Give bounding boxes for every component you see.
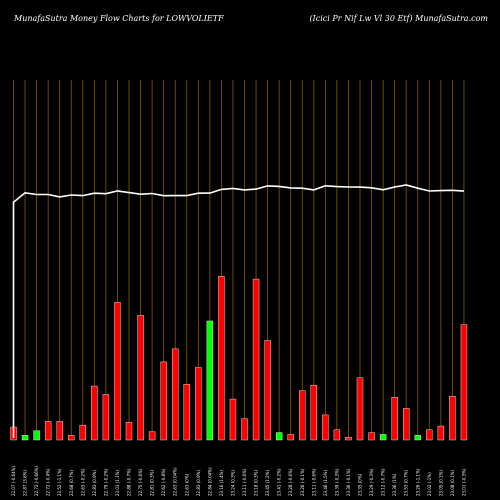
x-tick-label: 23.16 (1.4%) <box>219 470 224 496</box>
money-flow-bars <box>10 276 468 441</box>
x-tick-label: 23.28 (-0.6%) <box>288 468 293 496</box>
x-tick-label: 23.26 (-0.1%) <box>300 468 305 496</box>
money-flow-bar <box>195 367 202 441</box>
money-flow-bar <box>345 437 352 441</box>
x-tick-label: 23.08 (0.1%) <box>450 470 455 496</box>
x-tick-label: 22.75 (-0.6%) <box>138 468 143 496</box>
gridlines <box>13 80 465 440</box>
x-axis-labels: 22.07 (-0.64%) 22.87 (3.6%) 22.72 (-0.66%)… <box>11 466 466 496</box>
x-tick-label: 22.84 (0.04%) <box>207 467 212 496</box>
money-flow-bar <box>102 394 110 441</box>
x-tick-label: 22.79 (-0.2%) <box>103 468 108 496</box>
money-flow-bar <box>403 408 410 441</box>
money-flow-bar <box>56 421 63 441</box>
money-flow-bar <box>125 422 133 441</box>
money-flow-bar <box>379 434 387 441</box>
x-tick-label: 22.63 (-0.2%) <box>80 468 85 496</box>
money-flow-bar <box>391 397 398 441</box>
x-tick-label: 23.18 (0.3%) <box>254 470 259 496</box>
x-tick-label: 23.36 (1%) <box>392 473 397 496</box>
money-flow-bar <box>21 435 29 441</box>
x-tick-label: 23.03 (1.1%) <box>115 470 120 496</box>
x-tick-label: 22.81 (0.3%) <box>150 470 155 496</box>
money-flow-bar <box>160 361 167 441</box>
x-tick-label: 23.02 (-1%) <box>427 472 432 496</box>
money-flow-bar <box>206 320 214 441</box>
money-flow-bar <box>171 348 179 441</box>
x-tick-label: 23.05 (0.1%) <box>438 470 443 496</box>
money-flow-bar <box>68 435 75 441</box>
money-flow-bar <box>44 421 52 441</box>
money-flow-bar <box>287 434 294 441</box>
x-tick-label: 22.72 (-0.66%) <box>34 466 39 496</box>
money-flow-bar <box>426 429 433 441</box>
money-flow-bar <box>229 398 237 441</box>
x-tick-label: 23.41 (-0.2%) <box>277 468 282 496</box>
x-tick-label: 23.24 (0.3%) <box>230 470 235 496</box>
x-tick-label: 22.68 (0.7%) <box>69 470 74 496</box>
money-flow-bar <box>137 315 144 441</box>
money-flow-bar <box>241 418 248 441</box>
chart-subtitle: (Icici Pr Nif Lw Vl 30 Etf) MunafaSutra.… <box>309 14 488 23</box>
money-flow-bar <box>91 385 98 441</box>
x-tick-label: 23.26 (-1.1%) <box>415 468 420 496</box>
money-flow-bar <box>356 377 364 441</box>
x-tick-label: 22.63 (0%) <box>184 473 189 496</box>
x-tick-label: 23.01 (-0.3%) <box>461 468 466 496</box>
money-flow-bar <box>79 424 87 441</box>
x-tick-label: 22.72 (-0.4%) <box>46 468 51 496</box>
x-tick-label: 22.88 (-0.7%) <box>127 468 132 496</box>
money-flow-bar <box>264 340 271 441</box>
x-tick-label: 23.29 (-0.3%) <box>369 468 374 496</box>
money-flow-bar <box>114 302 121 441</box>
x-tick-label: 23.53 (0.7%) <box>404 470 409 496</box>
money-flow-bar <box>183 384 190 441</box>
chart-title: MunafaSutra Money Flow Charts for LOWVOL… <box>14 14 224 23</box>
x-tick-label: 23.39 (-0.3%) <box>334 468 339 496</box>
x-tick-label: 23.11 (-0.6%) <box>311 468 316 496</box>
x-tick-label: 23.36 (-0.1%) <box>346 468 351 496</box>
money-flow-bar <box>275 432 283 441</box>
price-line <box>12 184 465 438</box>
x-tick-label: 23.11 (-0.6%) <box>242 468 247 496</box>
money-flow-bar <box>460 324 468 441</box>
x-tick-label: 23.45 (1.2%) <box>265 470 270 496</box>
x-tick-label: 23.12 (-0.7%) <box>381 468 386 496</box>
money-flow-bar <box>437 425 445 441</box>
money-flow-bar <box>414 435 421 441</box>
money-flow-bar <box>322 414 329 441</box>
x-tick-label: 22.07 (-0.64%) <box>11 466 16 496</box>
x-tick-label: 22.83 (0.9%) <box>196 470 201 496</box>
x-tick-label: 22.52 (-1.1%) <box>57 468 62 496</box>
money-flow-bar <box>252 278 260 441</box>
x-tick-label: 22.83 (0.9%) <box>92 470 97 496</box>
money-flow-bar <box>218 276 225 441</box>
x-tick-label: 22.62 (-0.8%) <box>161 468 166 496</box>
money-flow-bar <box>148 431 156 441</box>
money-flow-bar <box>310 384 317 441</box>
money-flow-bar <box>33 430 40 441</box>
x-tick-label: 23.46 (1.5%) <box>323 470 328 496</box>
x-tick-label: 22.87 (3.6%) <box>23 470 28 496</box>
money-flow-bar <box>449 396 456 441</box>
money-flow-bar <box>333 429 341 441</box>
x-tick-label: 22.63 (0.04%) <box>173 467 178 496</box>
money-flow-bar <box>299 390 306 441</box>
price-series-line <box>12 184 465 438</box>
x-tick-label: 23.35 (0%) <box>358 473 363 496</box>
money-flow-bar <box>368 432 375 441</box>
